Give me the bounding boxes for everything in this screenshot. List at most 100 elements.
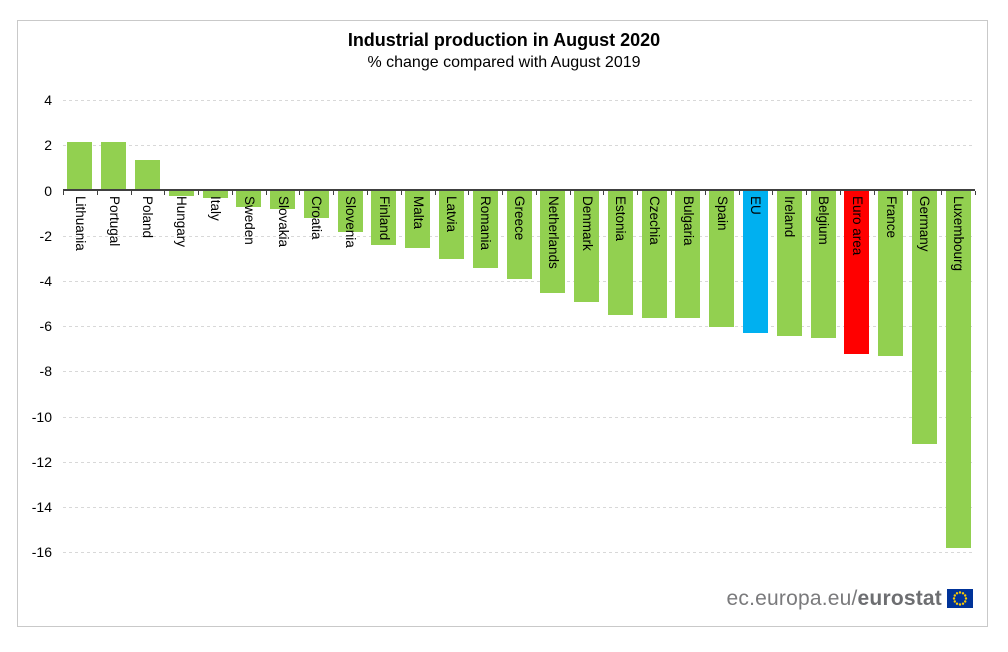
x-axis-tick [265,191,267,195]
x-axis-tick [839,191,841,195]
bar-label-slovakia: Slovakia [275,196,291,248]
x-axis-tick [164,191,166,195]
bar-label-eu: EU [748,196,764,215]
y-axis-tick-label: -12 [31,453,52,470]
bar-label-malta: Malta [410,196,426,230]
bar-italy [202,191,228,198]
bar-eu [742,191,768,334]
y-axis-tick-label: -4 [39,272,52,289]
bar-france [878,191,904,356]
x-axis-tick [907,191,909,195]
x-axis-tick [535,191,537,195]
bar-label-belgium: Belgium [816,196,831,245]
x-axis-tick [806,191,808,195]
bar-spain [709,191,735,327]
gridline--4 [63,280,975,282]
bar-label-bulgaria: Bulgaria [680,196,696,246]
x-axis-tick [873,191,875,195]
bar-netherlands [540,191,566,293]
bar-label-czechia: Czechia [647,196,663,245]
bar-label-italy: Italy [208,196,223,221]
x-axis-tick [704,191,706,195]
bar-croatia [303,191,329,219]
bar-label-greece: Greece [512,196,527,241]
x-axis-tick [603,191,605,195]
gridline--10 [63,416,975,418]
x-axis-tick [941,191,943,195]
x-axis-line [63,189,975,191]
gridline--16 [63,552,975,554]
x-axis-tick [63,191,64,195]
x-axis-tick [434,191,436,195]
bar-germany [911,191,937,445]
bar-sweden [236,191,262,207]
gridline--12 [63,461,975,463]
chart-subtitle: % change compared with August 2019 [367,54,641,71]
bar-portugal [101,141,127,189]
chart-title: Industrial production in August 2020 [347,30,661,50]
bar-latvia [438,191,464,259]
x-axis-tick [299,191,301,195]
x-axis-tick [637,191,639,195]
y-axis-tick-label: 2 [44,137,52,154]
x-axis-tick [738,191,740,195]
bar-lithuania [67,141,93,189]
x-axis-tick [367,191,368,195]
bar-label-spain: Spain [714,196,730,231]
x-axis-tick [975,191,976,195]
x-axis-tick [400,191,402,195]
y-axis-tick-label: 4 [44,92,52,109]
bar-label-slovenia: Slovenia [343,196,359,248]
bar-finland [371,191,397,246]
bar-label-luxembourg: Luxembourg [951,196,967,272]
gridline-2 [63,145,975,147]
y-axis-tick-label: -2 [39,227,52,244]
branding-url-prefix: ec.europa.eu/ [726,587,858,610]
bar-label-germany: Germany [917,196,933,252]
x-axis-tick [671,191,672,195]
gridline--14 [63,506,975,508]
y-axis-tick-label: -14 [31,498,52,515]
bar-czechia [641,191,667,318]
x-axis-tick [231,191,233,195]
bar-bulgaria [675,191,701,318]
eu-flag-icon [947,589,973,608]
bar-belgium [810,191,836,338]
bar-luxembourg [945,191,971,549]
x-axis-tick [198,191,200,195]
bar-hungary [168,191,194,196]
bar-label-lithuania: Lithuania [72,196,88,251]
bar-label-portugal: Portugal [106,196,122,247]
bar-slovakia [270,191,296,210]
bar-ireland [776,191,802,336]
bar-label-latvia: Latvia [444,196,460,233]
bar-label-ireland: Ireland [782,196,798,238]
gridline--8 [63,371,975,373]
branding-url-bold: eurostat [857,587,942,610]
bar-label-netherlands: Netherlands [545,196,561,269]
bar-euro-area [844,191,870,354]
bar-slovenia [337,191,363,232]
bar-poland [134,159,160,189]
y-axis-tick-label: -8 [39,363,52,380]
y-axis-tick-label: -10 [31,408,52,425]
bar-label-euro-area: Euro area [849,196,865,256]
y-axis-tick-label: -6 [39,318,52,335]
gridline--6 [63,326,975,328]
gridline-4 [63,100,975,102]
bar-malta [405,191,431,248]
bar-label-estonia: Estonia [613,196,629,242]
bar-label-denmark: Denmark [579,196,595,251]
bar-label-finland: Finland [376,196,392,241]
bar-greece [506,191,532,280]
bar-label-romania: Romania [478,196,494,251]
x-axis-tick [502,191,504,195]
y-axis-tick-label: 0 [44,182,52,199]
x-axis-tick [468,191,470,195]
bar-label-sweden: Sweden [241,196,257,245]
x-axis-tick [772,191,774,195]
bar-label-france: France [883,196,899,239]
bar-estonia [607,191,633,316]
bar-denmark [574,191,600,302]
